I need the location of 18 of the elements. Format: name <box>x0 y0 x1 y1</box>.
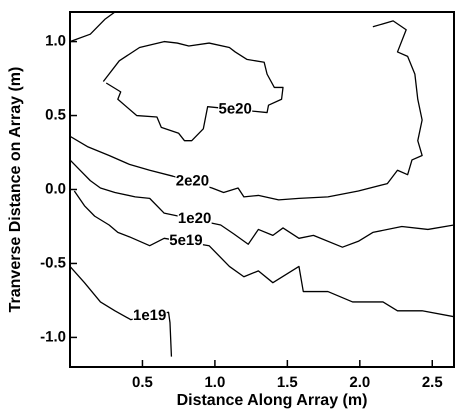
annotation: 1e20 <box>178 210 212 228</box>
y-tick-label: 0.0 <box>45 180 66 198</box>
annotation: 5e19 <box>169 232 203 250</box>
x-tick-label: 1.0 <box>204 374 226 391</box>
annotation: 5e20 <box>218 100 252 118</box>
annotation: 1e19 <box>133 307 166 324</box>
y-axis-title: Tranverse Distance on Array (m) <box>7 66 24 312</box>
x-tick-label: 0.5 <box>132 374 153 391</box>
x-tick-label: 1.5 <box>276 374 298 391</box>
x-tick-label: 2.5 <box>422 374 443 391</box>
y-tick-label: -0.5 <box>40 254 66 272</box>
x-tick-label: 2.0 <box>349 374 370 391</box>
line-series <box>102 40 284 142</box>
y-tick-label: -1.0 <box>40 328 66 346</box>
x-axis-title: Distance Along Array (m) <box>176 392 368 409</box>
y-tick-label: 0.5 <box>45 106 66 124</box>
y-tick-label: 1.0 <box>45 32 66 50</box>
annotation: 2e20 <box>176 172 210 190</box>
